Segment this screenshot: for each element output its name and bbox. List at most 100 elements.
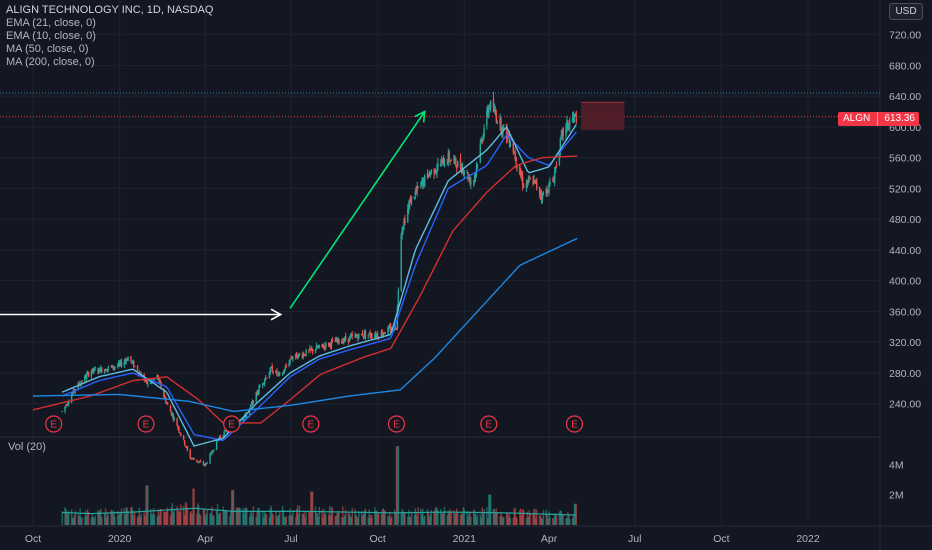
candle-body bbox=[348, 336, 351, 343]
candle-body bbox=[469, 176, 471, 184]
indicator-ma200[interactable]: MA (200, close, 0) bbox=[6, 56, 95, 68]
candle-body bbox=[251, 401, 254, 405]
volume-bar bbox=[144, 515, 146, 525]
volume-label[interactable]: Vol (20) bbox=[8, 441, 46, 453]
candle-body bbox=[480, 139, 482, 142]
volume-bar bbox=[282, 509, 285, 525]
volume-bar bbox=[325, 514, 327, 525]
candle-body bbox=[284, 366, 287, 371]
volume-bar bbox=[516, 518, 518, 525]
volume-bar bbox=[217, 514, 220, 525]
volume-bar bbox=[572, 515, 575, 525]
volume-bar bbox=[153, 514, 156, 525]
volume-bar bbox=[270, 505, 272, 525]
indicator-ma50[interactable]: MA (50, close, 0) bbox=[6, 43, 89, 55]
candle-body bbox=[427, 174, 430, 178]
volume-bar bbox=[163, 511, 165, 525]
volume-bar bbox=[90, 517, 93, 525]
volume-bar bbox=[502, 517, 504, 525]
volume-bar bbox=[176, 506, 178, 525]
candle-body bbox=[328, 342, 331, 345]
earnings-marker[interactable] bbox=[302, 415, 320, 433]
candle-body bbox=[262, 383, 264, 386]
time-tick-label: Oct bbox=[713, 533, 729, 545]
volume-bar bbox=[574, 503, 577, 525]
candle-body bbox=[132, 361, 134, 363]
earnings-marker[interactable] bbox=[565, 415, 584, 433]
volume-bar bbox=[413, 514, 416, 525]
volume-bar bbox=[74, 510, 77, 525]
candle-body bbox=[206, 462, 208, 464]
candle-body bbox=[159, 380, 161, 383]
volume-bar bbox=[548, 511, 550, 525]
earnings-marker[interactable] bbox=[137, 415, 155, 433]
volume-bar bbox=[309, 511, 311, 525]
volume-bar bbox=[541, 518, 544, 525]
volume-bar bbox=[81, 517, 83, 525]
candle-body bbox=[407, 208, 409, 222]
earnings-marker[interactable] bbox=[480, 415, 498, 433]
volume-bar bbox=[285, 515, 288, 525]
candle-body bbox=[394, 327, 397, 330]
volume-bar bbox=[192, 488, 194, 525]
volume-bar bbox=[328, 506, 331, 525]
volume-bar bbox=[481, 507, 483, 525]
volume-bar bbox=[105, 517, 108, 525]
candle-body bbox=[499, 118, 501, 125]
candle-body bbox=[426, 171, 429, 178]
candle-body bbox=[145, 379, 147, 381]
volume-bar bbox=[347, 513, 350, 525]
volume-bar bbox=[150, 508, 152, 525]
candle-body bbox=[512, 143, 514, 152]
candle-body bbox=[106, 368, 109, 371]
candle-body bbox=[574, 114, 577, 116]
volume-bar bbox=[447, 510, 449, 525]
volume-bar bbox=[388, 516, 390, 525]
volume-bar bbox=[474, 513, 477, 525]
volume-bar bbox=[107, 515, 110, 525]
earnings-marker[interactable] bbox=[45, 415, 63, 433]
candle-body bbox=[555, 163, 558, 166]
earnings-marker-label: E bbox=[307, 420, 314, 431]
volume-bar bbox=[396, 446, 399, 525]
earnings-marker[interactable] bbox=[223, 415, 241, 433]
volume-bar bbox=[355, 514, 357, 525]
volume-bar bbox=[205, 513, 207, 525]
volume-bar bbox=[469, 511, 471, 525]
volume-bar bbox=[435, 506, 437, 525]
volume-bar bbox=[158, 515, 160, 525]
currency-badge[interactable]: USD bbox=[889, 3, 923, 20]
earnings-marker-label: E bbox=[50, 420, 57, 431]
symbol-title[interactable]: ALIGN TECHNOLOGY INC, 1D, NASDAQ bbox=[6, 4, 214, 16]
indicator-ema10[interactable]: EMA (10, close, 0) bbox=[6, 30, 96, 42]
volume-bar bbox=[133, 515, 135, 525]
candle-body bbox=[558, 153, 561, 164]
candle-body bbox=[156, 375, 159, 378]
candle-body bbox=[525, 182, 528, 187]
volume-bar bbox=[305, 512, 307, 525]
volume-bar bbox=[127, 511, 129, 525]
earnings-marker[interactable] bbox=[387, 415, 406, 433]
volume-bar bbox=[493, 508, 496, 525]
volume-bar bbox=[225, 511, 227, 525]
volume-bar bbox=[467, 516, 469, 525]
volume-bar bbox=[552, 518, 554, 525]
price-tick-label: 480.00 bbox=[889, 214, 921, 226]
volume-bar bbox=[503, 516, 505, 525]
candle-body bbox=[245, 414, 247, 418]
volume-bar bbox=[150, 514, 153, 525]
volume-bar bbox=[179, 512, 181, 525]
candle-body bbox=[130, 356, 132, 362]
volume-bar bbox=[189, 512, 191, 525]
volume-bar bbox=[68, 511, 70, 525]
candle-body bbox=[213, 449, 215, 452]
candle-body bbox=[111, 364, 113, 368]
volume-bar bbox=[251, 515, 254, 525]
candle-body bbox=[415, 191, 417, 193]
indicator-ema21[interactable]: EMA (21, close, 0) bbox=[6, 17, 96, 29]
candle-body bbox=[205, 462, 207, 465]
volume-bar bbox=[463, 508, 465, 525]
volume-bar bbox=[356, 516, 358, 525]
